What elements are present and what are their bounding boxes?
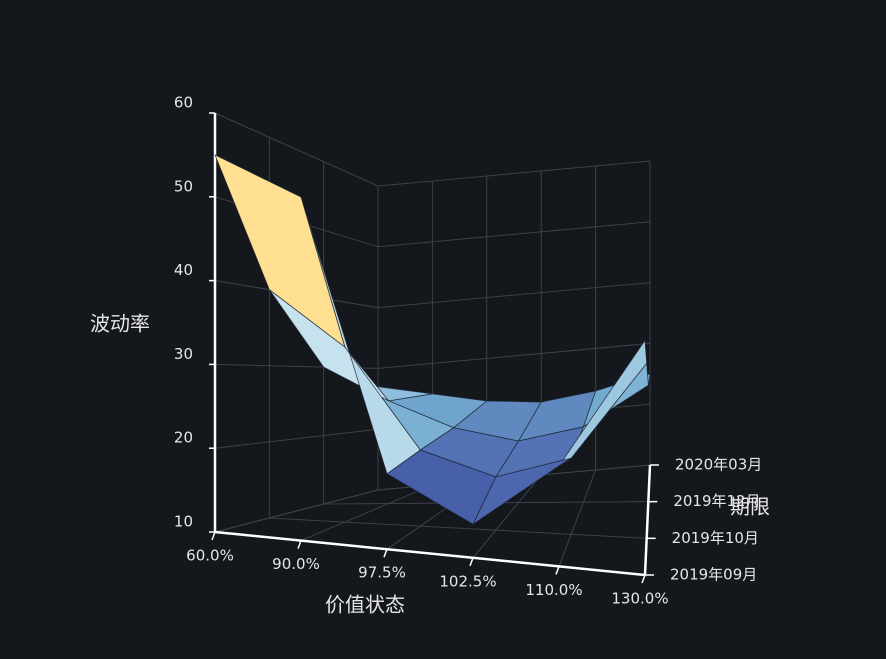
x-tick: [641, 574, 646, 584]
x-tick-label: 130.0%: [611, 590, 668, 608]
grid-line: [214, 112, 379, 187]
x-tick-label: 110.0%: [525, 581, 582, 599]
surface-cell: [214, 154, 346, 349]
x-tick: [469, 557, 474, 567]
x-tick-label: 90.0%: [272, 555, 320, 573]
grid-line: [377, 160, 651, 187]
z-axis-title: 波动率: [90, 312, 150, 336]
grid-line: [377, 221, 651, 248]
y-axis-title: 期限: [730, 495, 770, 519]
y-tick-label: 2019年12月: [673, 492, 760, 510]
grid-line: [214, 428, 379, 449]
z-tick-label: 50: [174, 177, 193, 195]
grid-line: [472, 474, 542, 559]
y-tick-label: 2019年09月: [670, 566, 757, 584]
z-tick-label: 40: [174, 261, 193, 279]
grid-line: [269, 517, 647, 539]
grid-line: [377, 342, 651, 369]
y-axis: [643, 464, 652, 576]
x-axis-title: 价值状态: [325, 593, 405, 617]
x-tick: [555, 566, 560, 575]
x-tick-label: 97.5%: [358, 564, 406, 582]
z-tick-label: 20: [174, 429, 193, 447]
x-tick: [211, 531, 216, 541]
z-tick-label: 30: [174, 345, 193, 363]
grid-line: [377, 282, 651, 309]
x-tick-label: 60.0%: [186, 547, 234, 565]
z-tick-label: 10: [174, 513, 193, 531]
x-tick: [297, 540, 302, 549]
grid-line: [558, 469, 597, 567]
grid-line: [214, 489, 379, 533]
x-tick-label: 102.5%: [439, 572, 496, 590]
x-tick: [383, 548, 388, 558]
grid-line: [300, 484, 433, 542]
y-tick-label: 2020年03月: [675, 456, 762, 474]
y-tick-label: 2019年10月: [672, 529, 759, 547]
z-tick-label: 60: [174, 94, 193, 112]
x-axis: [214, 530, 646, 577]
